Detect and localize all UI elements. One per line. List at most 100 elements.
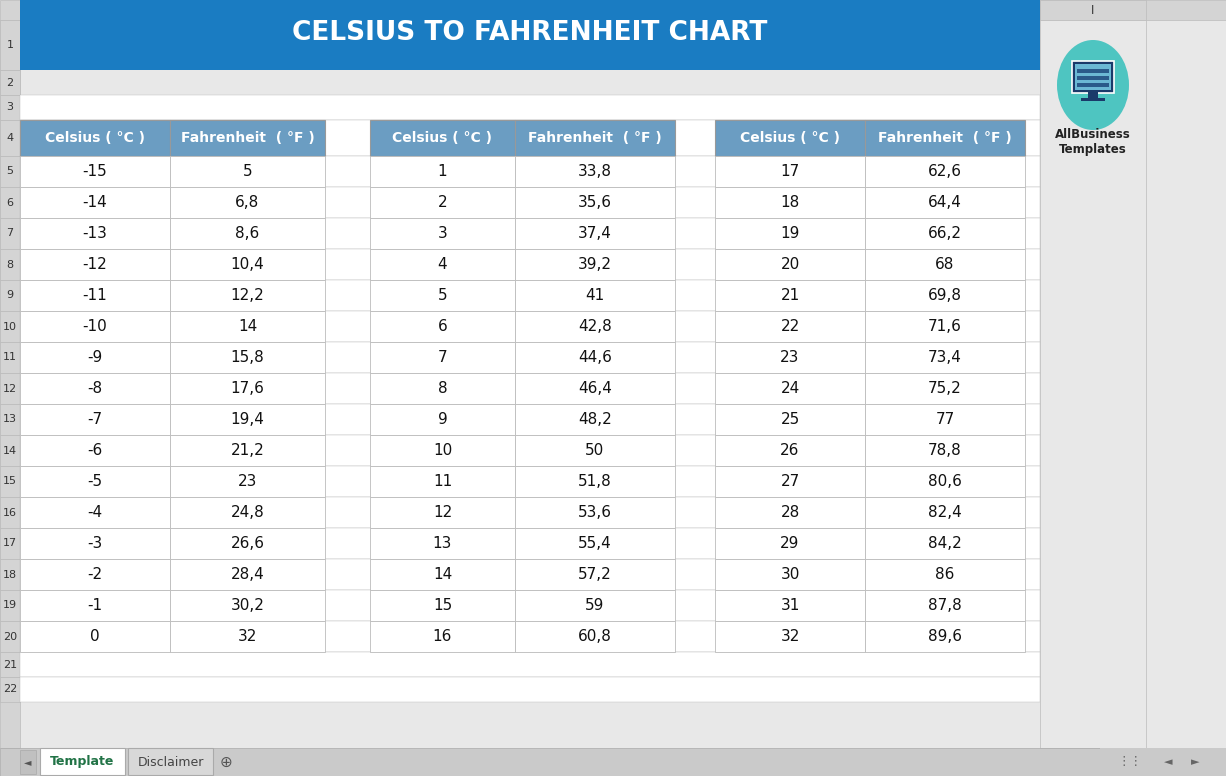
- Text: 1: 1: [6, 40, 13, 50]
- Bar: [20, 95, 1040, 120]
- Bar: [880, 0, 1040, 20]
- Bar: [20, 342, 1040, 373]
- Bar: [20, 435, 170, 466]
- Bar: [20, 497, 170, 528]
- Text: 17: 17: [2, 539, 17, 549]
- Bar: [325, 0, 375, 20]
- Bar: [0, 95, 20, 120]
- Bar: [0, 677, 20, 702]
- Text: 51,8: 51,8: [579, 474, 612, 489]
- Bar: [0, 311, 20, 342]
- Bar: [0, 342, 20, 373]
- Text: 57,2: 57,2: [579, 567, 612, 582]
- Text: 8: 8: [6, 259, 13, 269]
- Text: 62,6: 62,6: [928, 164, 962, 179]
- Text: 60,8: 60,8: [579, 629, 612, 644]
- Bar: [128, 748, 213, 775]
- Bar: [1076, 69, 1110, 73]
- Bar: [715, 559, 866, 590]
- Bar: [0, 748, 1226, 776]
- Bar: [370, 120, 515, 156]
- Text: 69,8: 69,8: [928, 288, 962, 303]
- Text: B: B: [244, 4, 251, 16]
- Bar: [1072, 61, 1114, 93]
- Bar: [515, 311, 676, 342]
- Bar: [40, 748, 125, 775]
- Text: 89,6: 89,6: [928, 629, 962, 644]
- Bar: [370, 621, 515, 652]
- Bar: [0, 466, 20, 497]
- Bar: [20, 120, 1040, 156]
- Text: 4: 4: [438, 257, 447, 272]
- Bar: [515, 218, 676, 249]
- Text: 21,2: 21,2: [230, 443, 265, 458]
- Bar: [20, 435, 1040, 466]
- Text: -10: -10: [82, 319, 108, 334]
- Bar: [0, 20, 20, 748]
- Text: 6,8: 6,8: [235, 195, 260, 210]
- Bar: [170, 590, 325, 621]
- Bar: [370, 156, 515, 187]
- Bar: [866, 218, 1025, 249]
- Bar: [0, 497, 20, 528]
- Bar: [866, 497, 1025, 528]
- Bar: [370, 249, 515, 280]
- Text: 21: 21: [2, 660, 17, 670]
- Text: -1: -1: [87, 598, 103, 613]
- Text: Celsius ( °C ): Celsius ( °C ): [392, 131, 493, 145]
- Bar: [715, 280, 866, 311]
- Text: 3: 3: [438, 226, 447, 241]
- Text: 15,8: 15,8: [230, 350, 265, 365]
- Bar: [515, 156, 676, 187]
- Text: 86: 86: [935, 567, 955, 582]
- Bar: [520, 0, 680, 20]
- Text: 28: 28: [781, 505, 799, 520]
- Text: 13: 13: [2, 414, 17, 424]
- Text: 6: 6: [438, 319, 447, 334]
- Text: Templates: Templates: [1059, 144, 1127, 157]
- Bar: [170, 435, 325, 466]
- Text: 87,8: 87,8: [928, 598, 962, 613]
- Text: 13: 13: [433, 536, 452, 551]
- Bar: [370, 497, 515, 528]
- Bar: [715, 311, 866, 342]
- Bar: [0, 528, 20, 559]
- Bar: [1100, 748, 1226, 776]
- Text: 2: 2: [438, 195, 447, 210]
- Text: 16: 16: [433, 629, 452, 644]
- Text: F: F: [701, 4, 709, 16]
- Bar: [20, 466, 170, 497]
- Text: E: E: [596, 4, 603, 16]
- Bar: [20, 373, 1040, 404]
- Bar: [20, 621, 170, 652]
- Bar: [515, 404, 676, 435]
- Bar: [515, 373, 676, 404]
- Text: 82,4: 82,4: [928, 505, 962, 520]
- Bar: [866, 249, 1025, 280]
- Bar: [515, 249, 676, 280]
- Text: 10,4: 10,4: [230, 257, 265, 272]
- Text: 26: 26: [780, 443, 799, 458]
- Text: 26,6: 26,6: [230, 536, 265, 551]
- Bar: [515, 559, 676, 590]
- Bar: [729, 0, 880, 20]
- Bar: [515, 528, 676, 559]
- Text: 53,6: 53,6: [577, 505, 612, 520]
- Text: 29: 29: [780, 536, 799, 551]
- Text: C: C: [346, 4, 354, 16]
- Bar: [170, 120, 325, 156]
- Text: -6: -6: [87, 443, 103, 458]
- Text: 37,4: 37,4: [579, 226, 612, 241]
- Bar: [370, 218, 515, 249]
- Bar: [0, 249, 20, 280]
- Text: 35,6: 35,6: [577, 195, 612, 210]
- Bar: [715, 373, 866, 404]
- Text: -2: -2: [87, 567, 103, 582]
- Bar: [20, 280, 170, 311]
- Bar: [20, 120, 170, 156]
- Bar: [866, 280, 1025, 311]
- Bar: [866, 311, 1025, 342]
- Text: 14: 14: [2, 445, 17, 456]
- Text: 11: 11: [2, 352, 17, 362]
- Bar: [866, 373, 1025, 404]
